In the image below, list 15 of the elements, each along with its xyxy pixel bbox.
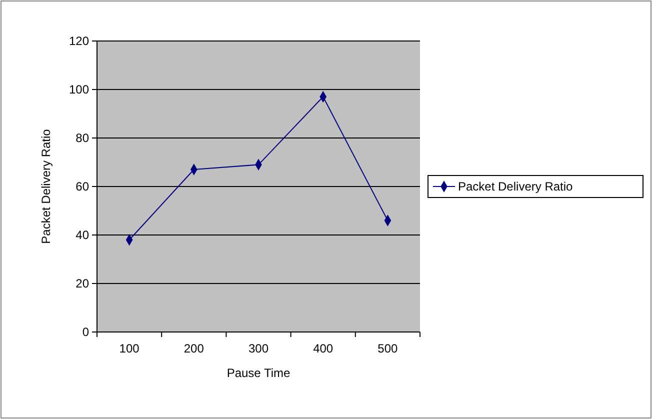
y-tick-label: 20 <box>76 276 90 290</box>
x-tick-label: 400 <box>313 342 334 356</box>
y-tick-label: 80 <box>76 130 90 145</box>
x-tick-label: 100 <box>119 342 140 356</box>
x-tick-label: 500 <box>378 342 398 356</box>
y-tick-label: 60 <box>76 179 90 194</box>
x-tick-label: 300 <box>248 342 269 356</box>
y-tick-label: 120 <box>68 34 90 48</box>
y-tick-label: 40 <box>76 228 90 242</box>
x-axis-title: Pause Time <box>226 366 290 380</box>
y-axis-title: Packet Delivery Ratio <box>39 128 53 244</box>
y-tick-label: 0 <box>82 324 90 339</box>
legend-label: Packet Delivery Ratio <box>458 180 574 194</box>
x-tick-label: 200 <box>184 342 204 356</box>
y-tick-label: 100 <box>68 82 90 96</box>
